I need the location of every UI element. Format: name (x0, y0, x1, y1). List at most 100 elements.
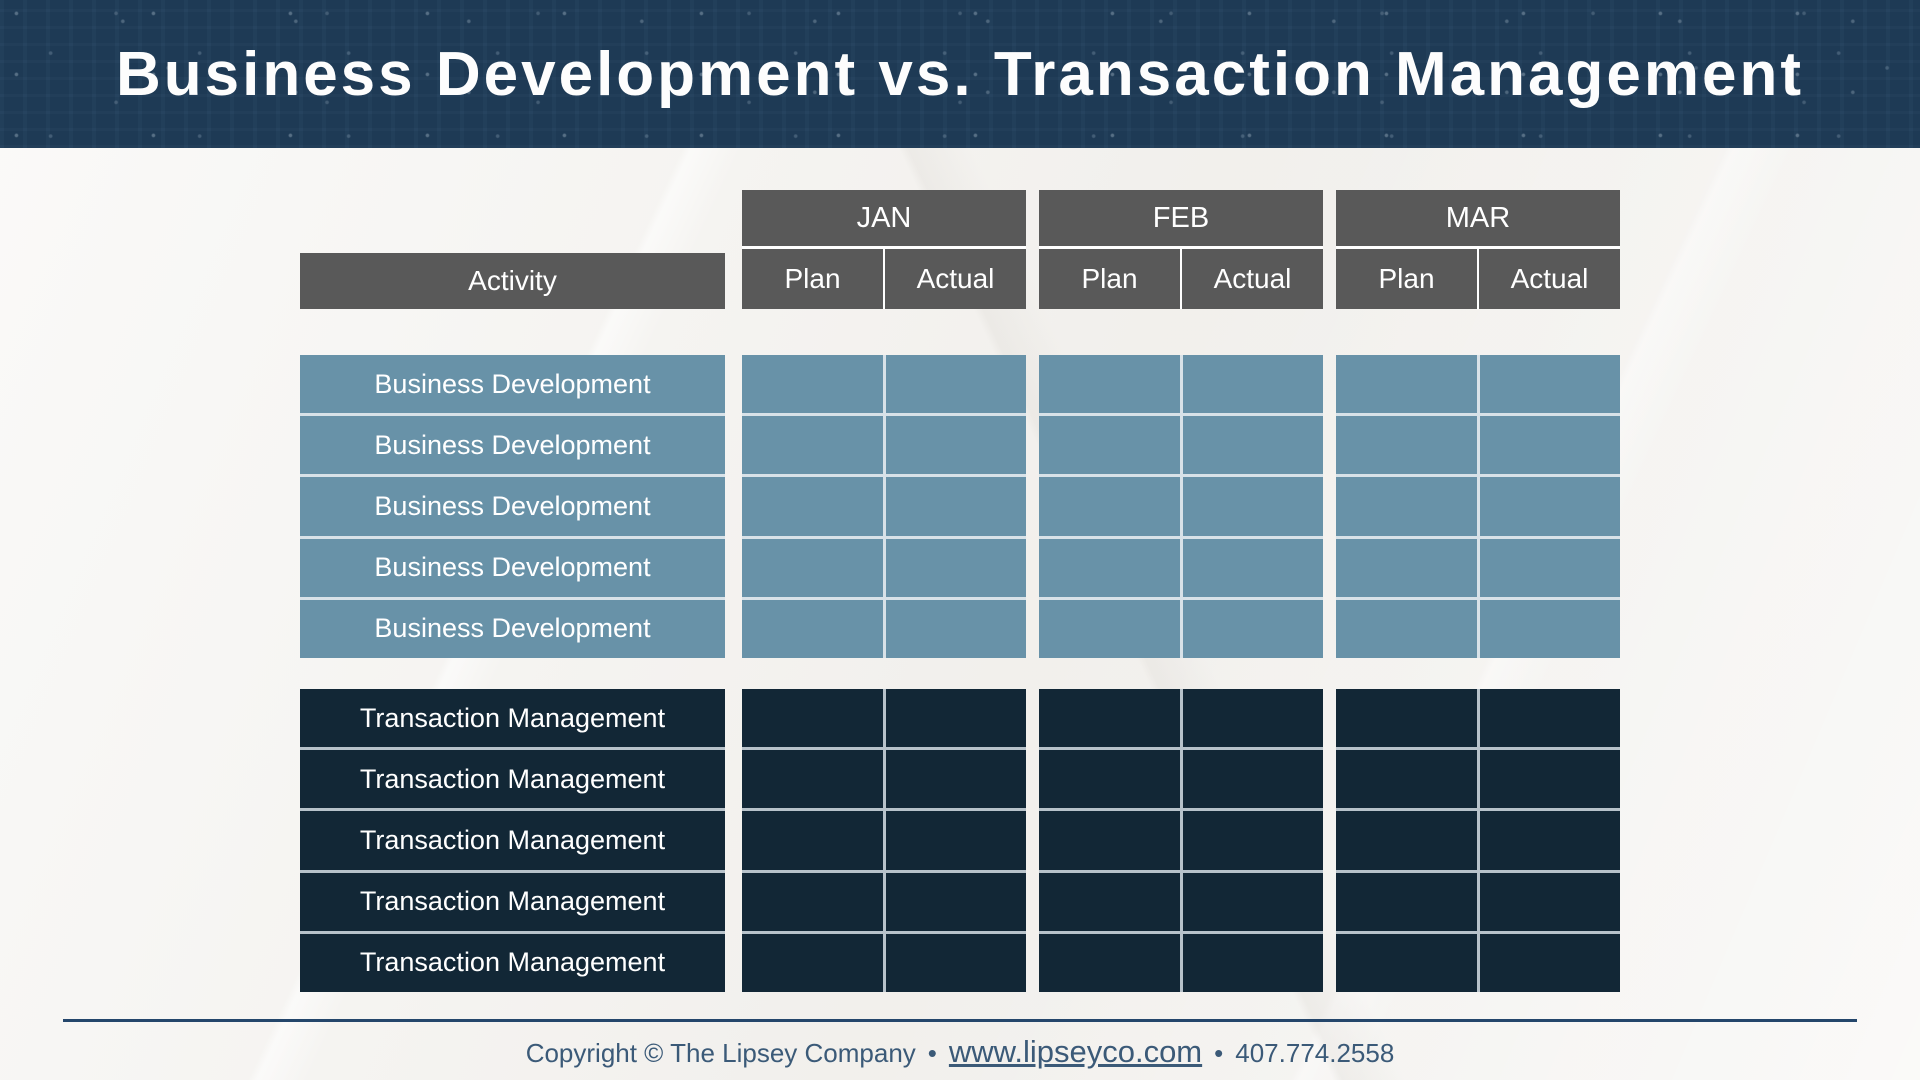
empty-data-cell (885, 689, 1026, 748)
empty-data-cell (1182, 811, 1323, 870)
empty-data-cell (885, 477, 1026, 536)
empty-data-cell (1039, 750, 1180, 809)
subheader-plan-mar: Plan (1378, 263, 1435, 294)
empty-data-cell (1336, 872, 1477, 931)
activity-cell-business-development: Business Development (300, 477, 725, 536)
empty-data-cell (1039, 477, 1180, 536)
empty-data-cell (742, 933, 883, 992)
transaction-management-feb-cells (1039, 689, 1323, 992)
empty-data-cell (1336, 689, 1477, 748)
empty-data-cell (742, 811, 883, 870)
activity-column-header: Activity (300, 253, 725, 309)
footer: Copyright © The Lipsey Company • www.lipse… (0, 1034, 1920, 1070)
plan-actual-row-feb: Plan Actual (1039, 249, 1323, 309)
copyright-text: Copyright © The Lipsey Company (525, 1038, 916, 1068)
activity-rows-transaction-management: Transaction Management Transaction Manage… (300, 689, 725, 992)
footer-divider (63, 1019, 1857, 1022)
empty-data-cell (885, 538, 1026, 597)
empty-data-cell (742, 355, 883, 414)
empty-data-cell (1479, 872, 1620, 931)
empty-data-cell (742, 689, 883, 748)
empty-data-cell (885, 811, 1026, 870)
plan-actual-row-mar: Plan Actual (1336, 249, 1620, 309)
month-header-jan: JAN Plan Actual (742, 190, 1026, 309)
transaction-management-mar-cells (1336, 689, 1620, 992)
empty-data-cell (742, 477, 883, 536)
empty-data-cell (1336, 416, 1477, 475)
title-banner: Business Development vs. Transaction Man… (0, 0, 1920, 148)
activity-cell-transaction-management: Transaction Management (300, 872, 725, 931)
activity-cell-business-development: Business Development (300, 599, 725, 658)
empty-data-cell (742, 750, 883, 809)
empty-data-cell (1336, 811, 1477, 870)
empty-data-cell (1336, 538, 1477, 597)
empty-data-cell (1336, 355, 1477, 414)
subheader-actual-feb: Actual (1180, 249, 1323, 309)
empty-data-cell (1039, 416, 1180, 475)
plan-actual-row-jan: Plan Actual (742, 249, 1026, 309)
empty-data-cell (1336, 933, 1477, 992)
empty-data-cell (1039, 599, 1180, 658)
empty-data-cell (1479, 538, 1620, 597)
activity-rows-business-development: Business Development Business Development… (300, 355, 725, 658)
empty-data-cell (1182, 416, 1323, 475)
empty-data-cell (1479, 599, 1620, 658)
activity-header-label: Activity (468, 265, 557, 296)
subheader-plan-jan: Plan (784, 263, 841, 294)
empty-data-cell (742, 416, 883, 475)
empty-data-cell (1182, 599, 1323, 658)
page-title: Business Development vs. Transaction Man… (115, 39, 1805, 109)
month-header-feb: FEB Plan Actual (1039, 190, 1323, 309)
empty-data-cell (1479, 355, 1620, 414)
empty-data-cell (1182, 477, 1323, 536)
empty-data-cell (1039, 811, 1180, 870)
empty-data-cell (1479, 689, 1620, 748)
empty-data-cell (1039, 872, 1180, 931)
empty-data-cell (1479, 750, 1620, 809)
empty-data-cell (742, 872, 883, 931)
month-label-jan: JAN (742, 190, 1026, 249)
activity-cell-transaction-management: Transaction Management (300, 811, 725, 870)
empty-data-cell (1336, 750, 1477, 809)
empty-data-cell (742, 538, 883, 597)
website-link[interactable]: www.lipseyco.com (948, 1034, 1203, 1069)
business-development-jan-cells (742, 355, 1026, 658)
empty-data-cell (1182, 355, 1323, 414)
footer-bullet: • (927, 1038, 937, 1068)
empty-data-cell (1039, 933, 1180, 992)
empty-data-cell (742, 599, 883, 658)
empty-data-cell (1039, 538, 1180, 597)
empty-data-cell (1039, 355, 1180, 414)
activity-cell-transaction-management: Transaction Management (300, 750, 725, 809)
activity-cell-business-development: Business Development (300, 538, 725, 597)
empty-data-cell (885, 872, 1026, 931)
activity-cell-transaction-management: Transaction Management (300, 933, 725, 992)
activity-cell-business-development: Business Development (300, 355, 725, 414)
empty-data-cell (885, 750, 1026, 809)
transaction-management-jan-cells (742, 689, 1026, 992)
activity-cell-transaction-management: Transaction Management (300, 689, 725, 748)
empty-data-cell (1479, 933, 1620, 992)
business-development-feb-cells (1039, 355, 1323, 658)
month-header-mar: MAR Plan Actual (1336, 190, 1620, 309)
empty-data-cell (1182, 872, 1323, 931)
empty-data-cell (1182, 933, 1323, 992)
empty-data-cell (885, 933, 1026, 992)
empty-data-cell (1182, 538, 1323, 597)
empty-data-cell (1336, 477, 1477, 536)
activity-cell-business-development: Business Development (300, 416, 725, 475)
empty-data-cell (1479, 416, 1620, 475)
month-label-mar: MAR (1336, 190, 1620, 249)
empty-data-cell (1479, 811, 1620, 870)
subheader-plan-feb: Plan (1081, 263, 1138, 294)
subheader-actual-jan: Actual (883, 249, 1026, 309)
empty-data-cell (1336, 599, 1477, 658)
footer-bullet: • (1214, 1038, 1224, 1068)
empty-data-cell (1479, 477, 1620, 536)
business-development-mar-cells (1336, 355, 1620, 658)
empty-data-cell (885, 355, 1026, 414)
subheader-actual-mar: Actual (1477, 249, 1620, 309)
phone-number: 407.774.2558 (1235, 1038, 1395, 1068)
empty-data-cell (1182, 750, 1323, 809)
